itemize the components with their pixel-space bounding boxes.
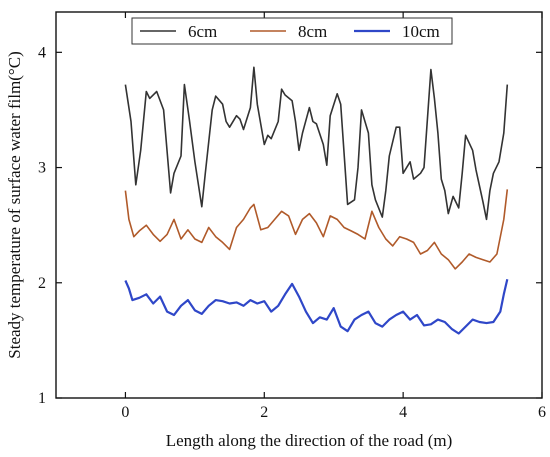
series-line-10cm — [124, 279, 509, 335]
plot-area — [55, 11, 543, 399]
y-tick-label: 3 — [38, 160, 46, 177]
y-tick-label: 4 — [38, 44, 46, 61]
legend-box — [131, 17, 453, 45]
x-tick-label: 2 — [260, 404, 268, 421]
y-tick-label: 1 — [38, 390, 46, 407]
plot-frame — [55, 11, 543, 399]
axes-layer: 0 2 4 6 1 2 3 4 — [38, 12, 546, 421]
series-layer — [124, 66, 509, 335]
x-tick-label: 6 — [538, 404, 546, 421]
series-line-6cm — [124, 66, 509, 221]
legend-label-8cm: 8cm — [298, 22, 327, 41]
x-axis-title: Length along the direction of the road (… — [166, 431, 453, 450]
x-tick-label: 4 — [399, 404, 407, 421]
legend: 6cm 8cm 10cm — [131, 17, 453, 45]
series-line-8cm — [124, 189, 509, 270]
y-tick-label: 2 — [38, 275, 46, 292]
y-axis-title: Steady temperature of surface water film… — [5, 51, 24, 358]
x-tick-label: 0 — [121, 404, 129, 421]
legend-label-10cm: 10cm — [402, 22, 440, 41]
legend-label-6cm: 6cm — [188, 22, 217, 41]
